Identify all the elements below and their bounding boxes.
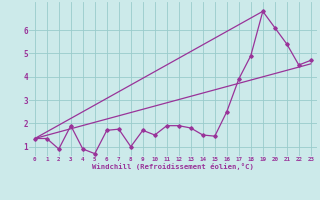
X-axis label: Windchill (Refroidissement éolien,°C): Windchill (Refroidissement éolien,°C) xyxy=(92,163,254,170)
